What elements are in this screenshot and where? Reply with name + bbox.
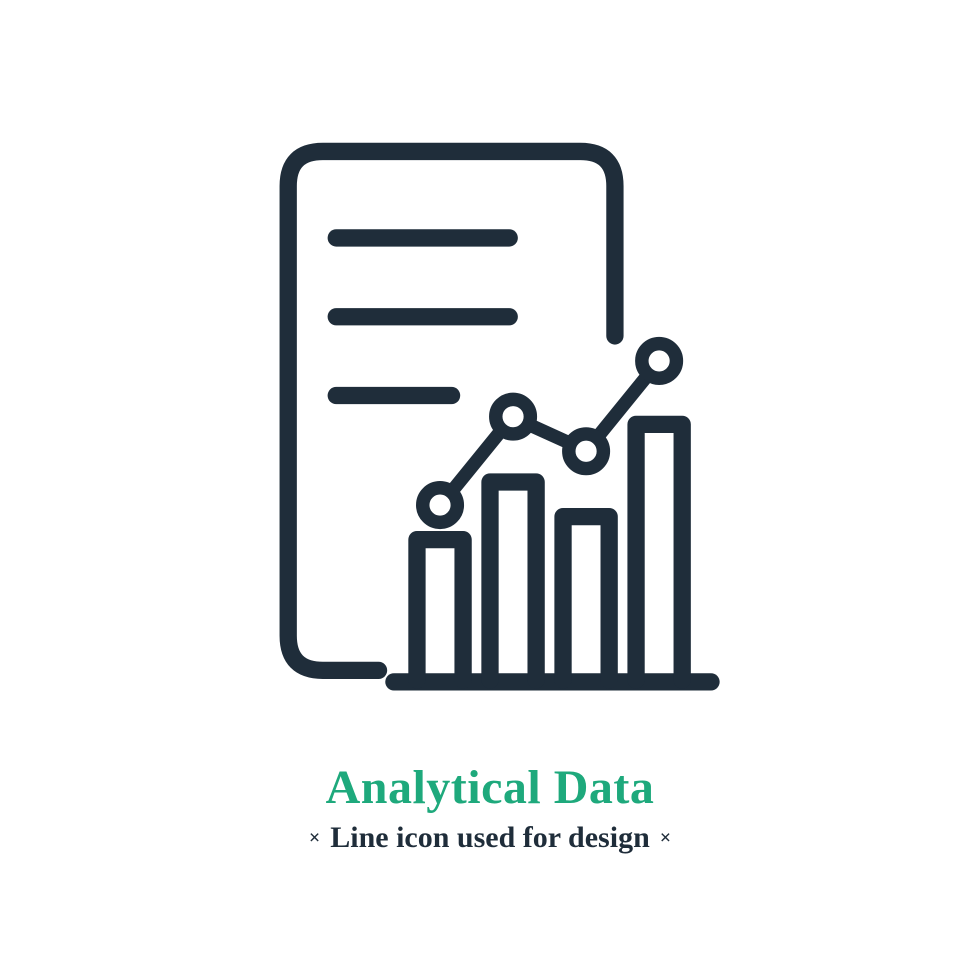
chart-point-3	[569, 433, 604, 468]
analytical-data-icon	[240, 113, 740, 728]
chart-bar-3	[563, 516, 609, 679]
decor-x-left: ×	[309, 827, 320, 850]
subtitle-row: × Line icon used for design ×	[309, 821, 671, 855]
decor-x-right: ×	[660, 827, 671, 850]
chart-bar-2	[490, 482, 536, 680]
chart-bar-4	[636, 424, 682, 680]
infographic-card: Analytical Data × Line icon used for des…	[0, 0, 980, 980]
chart-bar-1	[417, 539, 463, 679]
icon-container	[240, 100, 740, 740]
chart-point-2	[496, 399, 531, 434]
icon-title: Analytical Data	[326, 760, 655, 815]
icon-subtitle: Line icon used for design	[330, 821, 650, 855]
chart-line	[452, 375, 648, 491]
chart-point-1	[423, 487, 458, 522]
chart-point-4	[642, 343, 677, 378]
